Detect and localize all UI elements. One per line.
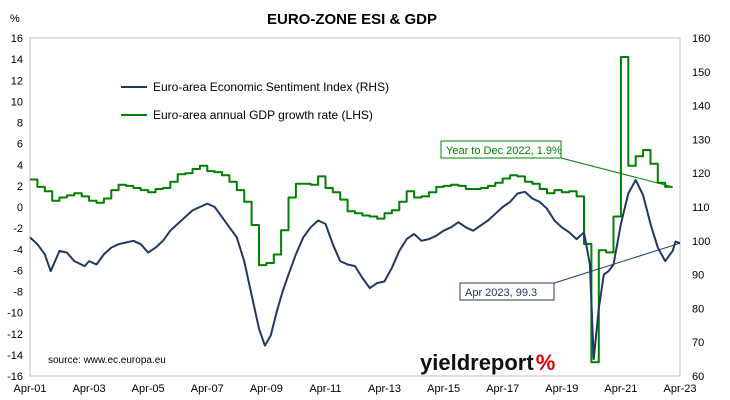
x-tick-label: Apr-05: [132, 383, 165, 395]
x-tick-label: Apr-21: [604, 383, 637, 395]
annotation-gdp-label: Year to Dec 2022, 1.9%: [446, 145, 562, 157]
legend: Euro-area Economic Sentiment Index (RHS)…: [121, 80, 389, 122]
y-right-tick-label: 140: [692, 101, 710, 113]
y-left-tick-label: -10: [7, 308, 23, 320]
y-right-tick-label: 110: [692, 202, 710, 214]
source-note: source: www.ec.europa.eu: [48, 355, 166, 366]
annotation-gdp-box: [440, 140, 562, 159]
x-tick-label: Apr-01: [13, 383, 46, 395]
y-right-tick-label: 60: [692, 371, 704, 383]
y-left-tick-label: -4: [13, 244, 23, 256]
annotation-esi: Apr 2023, 99.3: [459, 242, 681, 301]
annotation-esi-label: Apr 2023, 99.3: [465, 287, 537, 299]
y-left-tick-label: 10: [11, 96, 23, 108]
legend-label-gdp: Euro-area annual GDP growth rate (LHS): [153, 108, 373, 122]
series-line-gdp: [30, 56, 673, 364]
annotation-esi-leader: [547, 242, 681, 286]
x-tick-label: Apr-07: [191, 383, 224, 395]
y-right-tick-label: 130: [692, 134, 710, 146]
y-left-tick-label: -2: [13, 223, 23, 235]
y-left-tick-label: 0: [17, 202, 23, 214]
annotation-esi-box: [459, 282, 555, 301]
y-left-tick-label: -8: [13, 287, 23, 299]
y-right-tick-label: 100: [692, 236, 710, 248]
brand-name: yieldreport%: [420, 350, 555, 375]
y-right-tick-label: 160: [692, 33, 710, 45]
x-tick-label: Apr-13: [368, 383, 401, 395]
y-right-tick-label: 70: [692, 337, 704, 349]
y-right-tick-label: 120: [692, 168, 710, 180]
y-right-tick-label: 150: [692, 67, 710, 79]
x-tick-label: Apr-19: [545, 383, 578, 395]
y-left-tick-label: -16: [7, 371, 23, 383]
y-left-tick-label: -12: [7, 329, 23, 341]
y-left-unit: %: [10, 13, 20, 25]
x-tick-label: Apr-11: [309, 383, 341, 395]
x-tick-label: Apr-09: [250, 383, 283, 395]
brand-logo: yieldreport%: [420, 350, 555, 375]
annotation-gdp-leader: [560, 157, 673, 188]
x-tick-label: Apr-15: [427, 383, 460, 395]
x-tick-label: Apr-17: [486, 383, 519, 395]
x-tick-label: Apr-03: [73, 383, 106, 395]
y-left-tick-label: 8: [17, 118, 23, 130]
y-right-tick-label: 80: [692, 303, 704, 315]
brand-symbol: %: [536, 350, 556, 375]
y-right-axis: 160 150 140 130 120 110 100 90 80 70 60: [692, 33, 710, 383]
y-left-tick-label: 16: [11, 33, 23, 45]
y-left-axis: 16 14 12 10 8 6 4 2 0 -2 -4 -6 -8 -10 -12 -14 -16: [7, 33, 23, 383]
y-left-tick-label: -6: [13, 265, 23, 277]
y-left-tick-label: 4: [17, 160, 23, 172]
y-left-tick-label: 2: [17, 181, 23, 193]
series-layer: [29, 56, 681, 364]
y-left-tick-label: -14: [7, 350, 23, 362]
series-line-esi: [29, 179, 681, 361]
plot-frame: [29, 37, 681, 377]
y-left-tick-label: 14: [11, 54, 23, 66]
annotation-gdp: Year to Dec 2022, 1.9%: [440, 140, 673, 188]
legend-label-esi: Euro-area Economic Sentiment Index (RHS): [153, 80, 389, 94]
x-axis: Apr-01 Apr-03 Apr-05 Apr-07 Apr-09 Apr-11 Apr-…: [13, 383, 696, 395]
y-left-tick-label: 6: [17, 139, 23, 151]
chart-title: EURO-ZONE ESI & GDP: [267, 11, 437, 28]
y-right-tick-label: 90: [692, 270, 704, 282]
x-tick-label: Apr-23: [663, 383, 696, 395]
y-left-tick-label: 12: [11, 75, 23, 87]
